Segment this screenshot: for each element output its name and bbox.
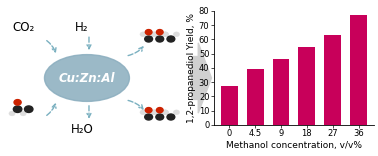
Bar — [298, 46, 315, 125]
FancyArrow shape — [192, 43, 212, 113]
Circle shape — [9, 111, 15, 116]
Text: H₂O: H₂O — [71, 123, 93, 136]
Circle shape — [151, 110, 157, 115]
Circle shape — [13, 106, 22, 112]
Circle shape — [151, 32, 157, 37]
Circle shape — [174, 110, 180, 115]
Circle shape — [162, 110, 169, 115]
Bar — [273, 59, 290, 125]
Circle shape — [145, 114, 153, 120]
Circle shape — [145, 108, 152, 113]
Circle shape — [156, 108, 163, 113]
Circle shape — [156, 36, 164, 42]
Text: CO₂: CO₂ — [12, 21, 34, 34]
Circle shape — [151, 110, 157, 115]
Circle shape — [151, 32, 157, 37]
Circle shape — [145, 36, 153, 42]
Circle shape — [162, 110, 169, 115]
Circle shape — [156, 114, 164, 120]
Circle shape — [167, 114, 175, 120]
Circle shape — [140, 32, 146, 37]
Bar — [221, 86, 238, 125]
Circle shape — [167, 36, 175, 42]
Circle shape — [140, 110, 146, 115]
Circle shape — [156, 30, 163, 35]
Bar — [350, 15, 367, 125]
Circle shape — [162, 32, 169, 37]
Circle shape — [25, 106, 33, 112]
Text: H₂: H₂ — [75, 21, 88, 34]
Circle shape — [162, 32, 169, 37]
Circle shape — [145, 30, 152, 35]
Bar — [247, 69, 263, 125]
Y-axis label: 1,2-propanediol Yield, %: 1,2-propanediol Yield, % — [187, 13, 196, 123]
Bar — [324, 35, 341, 125]
X-axis label: Methanol concentration, v/v%: Methanol concentration, v/v% — [226, 141, 362, 150]
Circle shape — [20, 111, 26, 116]
Circle shape — [14, 100, 21, 105]
Text: Cu:Zn:Al: Cu:Zn:Al — [59, 71, 115, 85]
Circle shape — [174, 32, 180, 37]
Ellipse shape — [45, 55, 129, 101]
